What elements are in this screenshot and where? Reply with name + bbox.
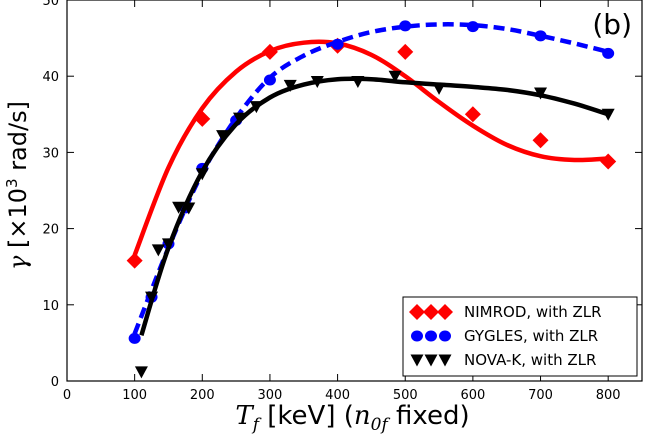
data-point <box>601 108 615 121</box>
legend-marker <box>423 304 439 320</box>
data-point <box>145 291 159 304</box>
data-point <box>261 43 278 60</box>
y-tick-label: 30 <box>42 146 59 161</box>
x-tick-label: 400 <box>325 388 350 403</box>
x-axis-label-units: [keV] ( <box>259 401 354 431</box>
data-point <box>233 112 246 125</box>
y-tick-label: 0 <box>51 375 59 390</box>
y-axis-label-post: rad/s] <box>4 101 32 178</box>
data-point <box>351 76 365 89</box>
x-tick-label: 600 <box>460 388 485 403</box>
legend-marker <box>410 354 424 367</box>
legend-marker <box>439 330 451 342</box>
data-point <box>600 153 617 170</box>
fit-line <box>132 39 609 257</box>
y-axis-label-superscript: 3 <box>3 178 21 188</box>
data-point <box>263 74 276 86</box>
data-point <box>331 38 344 50</box>
series-nimrod <box>126 37 617 269</box>
legend-entry: GYGLES, with ZLR <box>411 327 598 345</box>
legend-marker <box>411 330 423 342</box>
data-point <box>151 244 165 257</box>
data-point <box>464 106 481 123</box>
data-point <box>466 21 479 33</box>
y-tick-label: 50 <box>42 0 59 9</box>
x-tick-label: 100 <box>122 388 147 403</box>
data-point <box>388 70 402 83</box>
data-point <box>283 79 297 92</box>
x-tick-label: 0 <box>63 388 71 403</box>
x-tick-label: 200 <box>190 388 215 403</box>
x-tick-label: 300 <box>258 388 283 403</box>
legend-entry: NOVA-K, with ZLR <box>410 351 596 369</box>
x-axis-label: Tf [keV] (n0f fixed) <box>235 401 469 435</box>
axes: 0 100 200 300 400 500 600 700 800 0 10 20 30 40 50 <box>42 0 642 403</box>
data-point <box>161 238 175 251</box>
y-axis-label: γ [×103 rad/s] <box>3 101 32 270</box>
x-axis-label-subscript2: 0f <box>371 415 391 435</box>
x-axis-label-subscript: f <box>251 415 262 435</box>
data-point <box>128 332 141 344</box>
data-point <box>134 366 148 379</box>
x-tick-label: 700 <box>528 388 553 403</box>
panel-label: (b) <box>592 8 632 41</box>
legend-label: GYGLES, with ZLR <box>464 327 598 345</box>
data-point <box>534 30 547 42</box>
legend-marker <box>424 354 438 367</box>
y-axis-label-symbol: γ <box>4 255 32 270</box>
x-tick-label: 500 <box>393 388 418 403</box>
data-point <box>602 47 615 59</box>
data-point <box>532 132 549 149</box>
legend-label: NOVA-K, with ZLR <box>464 351 596 369</box>
series-group <box>126 20 617 379</box>
y-axis-label-pre: [×10 <box>4 188 32 256</box>
data-point <box>172 201 186 214</box>
legend-entry: NIMROD, with ZLR <box>409 303 602 321</box>
legend-marker <box>409 304 425 320</box>
data-point <box>249 101 263 114</box>
legend-marker <box>438 354 452 367</box>
data-point <box>195 168 209 181</box>
data-point <box>534 87 548 100</box>
legend-marker <box>425 330 437 342</box>
legend-label: NIMROD, with ZLR <box>464 303 602 321</box>
data-point <box>397 43 414 60</box>
data-point <box>310 76 324 89</box>
x-axis-label-tail: fixed) <box>388 401 470 431</box>
data-point <box>182 202 196 215</box>
data-point <box>432 82 446 95</box>
data-point <box>194 110 211 127</box>
series-nova-k <box>134 70 615 379</box>
legend-marker <box>437 304 453 320</box>
y-tick-label: 20 <box>42 223 59 238</box>
y-tick-label: 10 <box>42 299 59 314</box>
legend: NIMROD, with ZLR GYGLES, with ZLR NOVA-K, … <box>402 296 638 377</box>
x-tick-label: 800 <box>596 388 621 403</box>
y-tick-label: 40 <box>42 70 59 85</box>
data-point <box>126 252 143 269</box>
data-point <box>399 20 412 32</box>
x-axis-label-symbol2: n <box>354 401 371 431</box>
data-point <box>216 130 230 143</box>
x-axis-label-symbol: T <box>235 401 254 431</box>
